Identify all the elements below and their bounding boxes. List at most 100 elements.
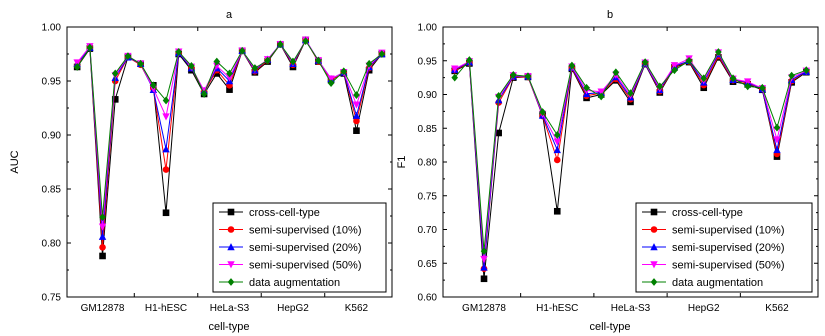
y-tick-label: 0.80 <box>418 158 438 169</box>
series-3-point <box>73 59 81 67</box>
series-4-point <box>802 66 810 75</box>
series-1-point <box>353 117 360 125</box>
x-tick-label: H1-hESC <box>536 303 578 314</box>
legend-marker <box>227 208 235 216</box>
series-4-point <box>495 91 502 100</box>
panel-b-xlabel: cell-type <box>590 321 631 333</box>
y-tick-label: 0.60 <box>418 293 438 304</box>
legend-marker <box>650 243 658 251</box>
series-4-point <box>289 57 297 66</box>
legend-label: semi-supervised (20%) <box>672 242 784 254</box>
series-2-point <box>98 232 107 240</box>
y-tick-label: 1.00 <box>42 23 62 34</box>
series-0-point <box>353 127 360 134</box>
y-tick-label: 0.85 <box>42 185 62 196</box>
panel-a-ylabel: AUC <box>9 150 21 173</box>
panel-a-title: a <box>226 9 233 21</box>
y-tick-label: 0.75 <box>418 191 438 202</box>
legend-label: semi-supervised (20%) <box>249 242 361 254</box>
y-tick-label: 1.00 <box>418 23 438 34</box>
x-tick-label: HepG2 <box>688 303 720 314</box>
series-3-point <box>670 62 679 70</box>
series-4-point <box>480 247 488 255</box>
series-0-point <box>162 209 170 217</box>
series-3-point <box>225 74 234 82</box>
panel-b-title: b <box>607 9 613 21</box>
x-tick-label: K562 <box>765 303 789 314</box>
series-4-point <box>451 73 459 82</box>
series-4-point <box>788 71 795 80</box>
series-4-point <box>466 56 473 64</box>
y-tick-label: 0.80 <box>42 239 62 250</box>
legend-marker <box>227 278 235 286</box>
series-4-point <box>612 68 620 77</box>
y-tick-label: 0.95 <box>418 56 438 67</box>
series-line-3 <box>76 39 383 227</box>
series-4-point <box>200 90 208 98</box>
series-4-point <box>264 56 271 65</box>
series-0-point <box>480 275 488 283</box>
series-3-point <box>480 255 488 264</box>
series-3-point <box>352 101 361 109</box>
series-4-point <box>327 79 335 88</box>
series-4-point <box>365 59 373 68</box>
panel-b: b cell-type F1 0.60 0.65 0.70 0.75 0.80 0.85 0… <box>396 9 819 333</box>
series-0-point <box>111 96 119 103</box>
y-tick-label: 0.65 <box>418 259 438 270</box>
series-4-point <box>773 123 781 132</box>
series-4-point <box>378 50 386 58</box>
series-0-point <box>99 252 106 260</box>
y-tick-label: 0.70 <box>418 225 438 236</box>
series-4-point <box>685 56 693 65</box>
legend-label: semi-supervised (10%) <box>672 225 784 237</box>
series-0-point <box>495 129 502 137</box>
x-tick-label: K562 <box>345 303 369 314</box>
series-3-point <box>773 136 781 144</box>
series-4-point <box>99 213 106 221</box>
series-3-point <box>597 88 605 96</box>
legend-marker <box>650 278 658 286</box>
x-tick-label: HeLa-S3 <box>210 303 250 314</box>
series-4-point <box>340 67 348 76</box>
series-4-point <box>568 61 576 70</box>
series-3-point <box>213 62 221 70</box>
series-0-point <box>553 207 561 215</box>
legend-marker <box>650 261 658 269</box>
series-4-point <box>175 47 183 56</box>
series-3-point <box>327 75 335 83</box>
series-4-point <box>510 71 517 79</box>
series-4-point <box>700 74 708 83</box>
series-4-point <box>302 37 309 45</box>
legend-label: data augmentation <box>249 277 340 289</box>
series-4-point <box>188 61 195 70</box>
series-4-point <box>583 83 590 92</box>
series-1-point <box>553 156 561 164</box>
series-0-point <box>226 86 233 93</box>
series-4-point <box>671 66 678 75</box>
x-tick-label: HeLa-S3 <box>611 303 651 314</box>
legend-marker <box>227 261 235 269</box>
series-4-point <box>238 46 246 55</box>
series-1-point <box>99 244 106 251</box>
series-4-point <box>213 57 221 66</box>
series-4-point <box>86 43 94 52</box>
x-tick-label: GM12878 <box>462 303 506 314</box>
series-4-point <box>656 82 664 91</box>
series-4-point <box>744 82 751 91</box>
series-4-point <box>597 92 605 101</box>
y-tick-label: 0.90 <box>42 131 62 142</box>
y-tick-label: 0.85 <box>418 124 438 135</box>
series-4-point <box>315 56 322 65</box>
series-4-point <box>524 72 532 81</box>
legend-label: cross-cell-type <box>249 207 320 219</box>
legend-label: semi-supervised (50%) <box>249 260 361 272</box>
series-4-point <box>124 52 132 61</box>
legend-marker <box>227 243 235 251</box>
series-2-point <box>553 145 561 154</box>
series-4-point <box>759 83 766 92</box>
series-2-point <box>352 111 361 119</box>
y-tick-label: 0.75 <box>42 293 62 304</box>
y-tick-label: 0.95 <box>42 77 62 88</box>
series-4-point <box>553 131 561 139</box>
